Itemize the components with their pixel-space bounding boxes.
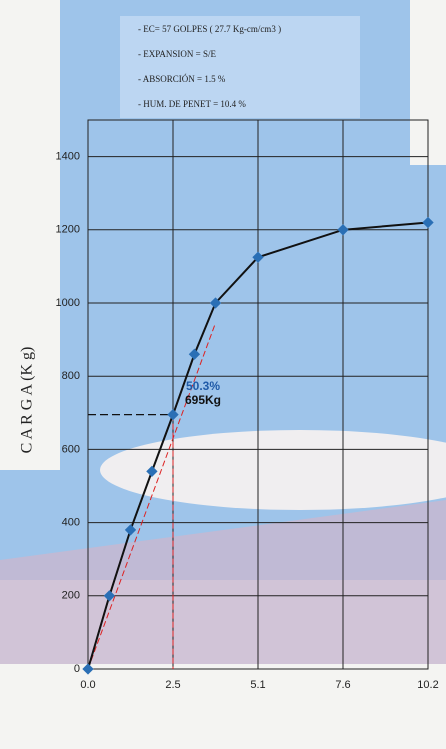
- x-tick-label: 10.2: [417, 679, 438, 691]
- x-tick-label: 0.0: [80, 679, 95, 691]
- y-axis-label: C A R G A (K g): [19, 347, 36, 454]
- y-tick-label: 600: [62, 443, 80, 455]
- note: - HUM. DE PENET = 10.4 %: [138, 99, 246, 109]
- data-point: [82, 663, 93, 674]
- annotation-percent: 50.3%: [186, 379, 220, 393]
- x-tick-label: 5.1: [250, 679, 265, 691]
- y-tick-label: 200: [62, 590, 80, 602]
- note: - EC= 57 GOLPES ( 27.7 Kg-cm/cm3 ): [138, 24, 281, 34]
- y-tick-label: 0: [74, 663, 80, 675]
- y-tick-label: 1400: [56, 151, 80, 163]
- y-tick-label: 1000: [56, 297, 80, 309]
- x-tick-label: 7.6: [335, 679, 350, 691]
- y-tick-label: 1200: [56, 224, 80, 236]
- note: - EXPANSION = S/E: [138, 49, 217, 59]
- y-tick-label: 400: [62, 517, 80, 529]
- annotation-label: 695Kg: [185, 393, 221, 407]
- y-tick-label: 800: [62, 370, 80, 382]
- chart: - EC= 57 GOLPES ( 27.7 Kg-cm/cm3 ) - EXP…: [0, 0, 446, 744]
- x-tick-label: 2.5: [165, 679, 180, 691]
- page: {"chart_data": {"type": "line", "notes":…: [0, 0, 446, 744]
- note: - ABSORCIÓN = 1.5 %: [138, 74, 226, 84]
